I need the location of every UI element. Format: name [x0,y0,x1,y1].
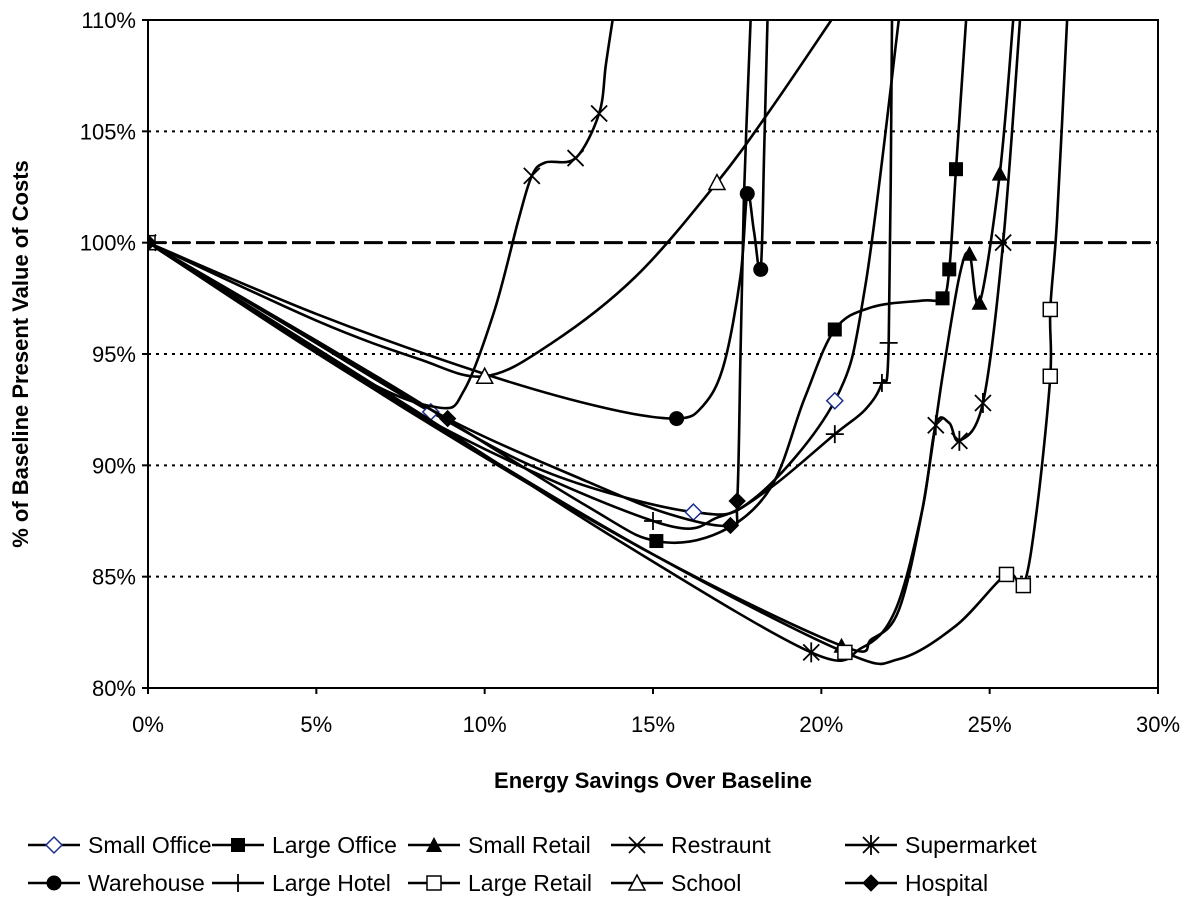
legend-swatch-marker [862,835,880,855]
data-point-large-retail [998,566,1015,583]
legend-label-restraunt: Restraunt [671,832,771,858]
x-tick-label: 10% [463,712,507,737]
series-hospital [148,20,752,535]
data-point-school [475,366,494,385]
y-tick-label: 80% [92,676,136,701]
data-point-hospital [438,409,457,428]
data-point-large-office [649,534,664,549]
series-line-hospital [148,20,752,528]
legend-label-warehouse: Warehouse [88,870,205,896]
y-tick-label: 110% [81,8,136,33]
data-point-small-office [825,391,844,410]
data-point-supermarket [802,642,820,663]
x-tick-labels: 0% 5% 10% 15% 20% 25% 30% [132,712,1180,737]
data-point-supermarket [974,392,992,413]
legend-label-hospital: Hospital [905,870,988,896]
data-point-hospital [728,492,746,510]
y-tick-label: 85% [92,565,136,590]
legend-item-large-hotel: Large Hotel [212,870,391,896]
legend-item-small-office: Small Office [28,832,212,858]
legend-item-warehouse: Warehouse [28,870,205,896]
y-axis-title: % of Baseline Present Value of Costs [8,160,33,548]
data-point-supermarket [994,232,1012,253]
legend-label-large-office: Large Office [272,832,397,858]
legend-label-small-office: Small Office [88,832,212,858]
legend-item-restraunt: Restraunt [611,832,771,858]
data-point-large-office [942,262,957,277]
data-point-large-hotel [879,333,898,352]
legend-item-large-retail: Large Retail [408,870,592,896]
legend-swatch-marker [231,838,245,852]
data-point-small-retail [971,294,988,310]
data-point-small-retail [961,245,978,261]
legend-label-school: School [671,870,741,896]
series-large-retail [148,20,1069,666]
legend-swatch-marker [862,874,880,892]
data-point-supermarket [950,430,969,451]
legend-swatch-marker [426,875,442,891]
legend-swatch-marker [627,873,647,891]
legend-label-large-retail: Large Retail [468,870,592,896]
x-tick-label: 0% [132,712,164,737]
data-point-warehouse [739,186,755,202]
y-tick-label: 100% [80,231,136,256]
legend: Small Office Large Office Small Retail Rest… [28,832,1037,896]
data-point-large-retail [1042,301,1059,318]
marker-stroke [566,149,585,167]
data-point-large-hotel [825,425,844,444]
legend-swatch-marker [46,875,62,891]
data-point-large-office [949,162,963,177]
legend-item-large-office: Large Office [212,832,397,858]
y-tick-label: 105% [80,119,136,144]
data-point-warehouse [669,411,685,427]
x-tick-label: 5% [300,712,332,737]
x-tick-label: 25% [968,712,1012,737]
x-tick-label: 30% [1136,712,1180,737]
data-point-restraunt [566,149,585,167]
x-tick-label: 20% [799,712,843,737]
marker-stroke [590,104,608,123]
series-layer [148,20,1069,666]
legend-item-small-retail: Small Retail [408,832,591,858]
data-point-restraunt [523,167,541,185]
legend-item-hospital: Hospital [845,870,988,896]
y-tick-labels: 80% 85% 90% 95% 100% 105% 110% [80,8,136,701]
data-point-hospital [148,233,157,252]
data-point-school [707,172,727,191]
legend-item-supermarket: Supermarket [845,832,1037,858]
legend-swatch-marker [628,836,646,854]
legend-swatch-marker [426,837,442,852]
legend-swatch-marker [229,874,247,892]
data-point-small-retail [991,165,1008,181]
legend-label-supermarket: Supermarket [905,832,1037,858]
y-tick-label: 90% [92,453,136,478]
data-point-warehouse [753,261,769,277]
data-point-hospital [721,516,740,535]
data-point-large-retail [1042,368,1059,385]
series-line-school [148,20,833,378]
marker-stroke [628,836,646,854]
tick-marks [142,19,1159,694]
data-point-large-office [935,291,950,306]
data-point-large-retail [1015,577,1032,594]
data-point-large-retail [837,644,853,661]
data-point-large-office [827,322,842,337]
data-point-supermarket [927,415,945,436]
legend-label-large-hotel: Large Hotel [272,870,391,896]
x-tick-label: 15% [631,712,675,737]
data-point-large-hotel [872,373,891,392]
marker-stroke [523,167,541,185]
legend-item-school: School [611,870,741,896]
legend-label-small-retail: Small Retail [468,832,591,858]
legend-swatch-marker [44,835,64,855]
y-tick-label: 95% [92,342,136,367]
data-point-restraunt [590,104,608,123]
x-axis-title: Energy Savings Over Baseline [494,768,812,793]
data-point-large-hotel [644,512,662,530]
